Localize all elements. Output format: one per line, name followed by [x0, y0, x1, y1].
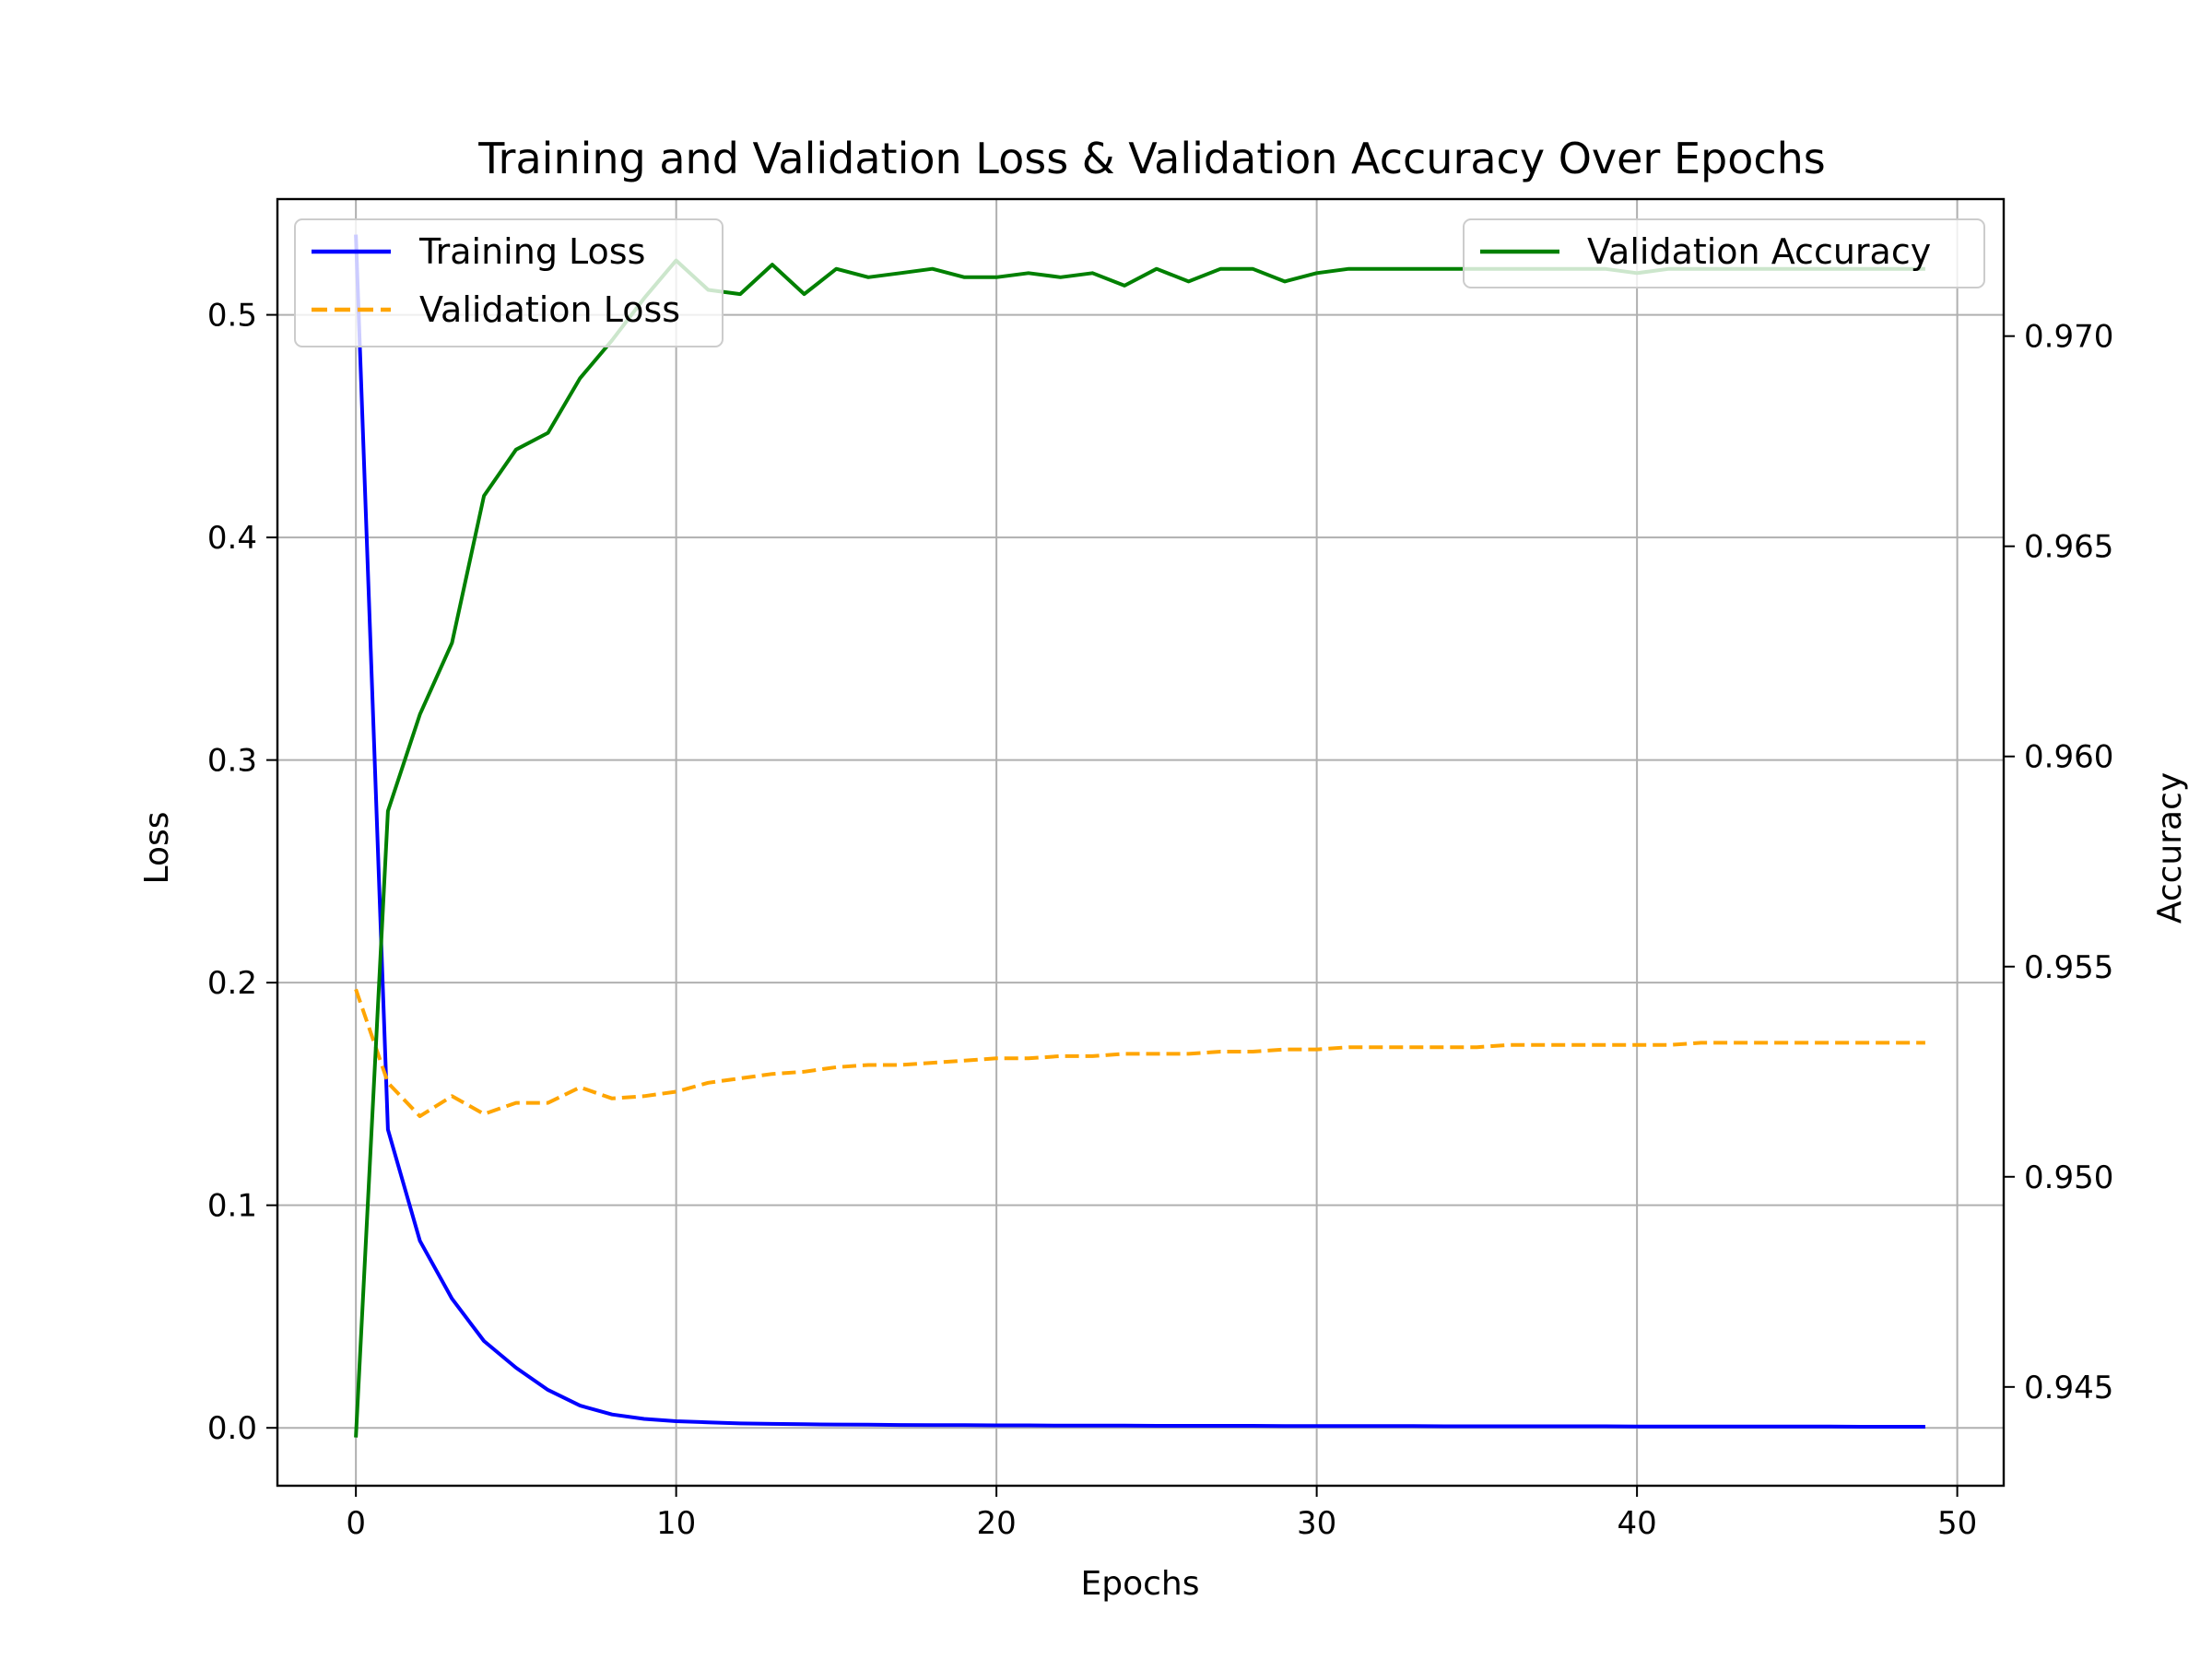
grid: [277, 199, 2004, 1486]
legend-training-loss-label: Training Loss: [418, 231, 645, 272]
legend-accuracy: Validation Accuracy: [1463, 218, 1985, 288]
y2-tick-label: 0.970: [2024, 319, 2113, 356]
x-tick-label: 0: [346, 1505, 366, 1542]
chart-title: Training and Validation Loss & Validatio…: [477, 134, 1826, 183]
legend-validation-accuracy-label: Validation Accuracy: [1587, 231, 1931, 272]
x-tick-label: 50: [1937, 1505, 1977, 1542]
x-axis-ticks: 0 10 20 30 40 50: [346, 1486, 1977, 1542]
y-tick-label: 0.5: [207, 298, 257, 335]
y2-tick-label: 0.960: [2024, 739, 2113, 776]
legend-accuracy-box: [1463, 218, 1985, 288]
y2-tick-label: 0.945: [2024, 1370, 2113, 1406]
y-tick-label: 0.0: [207, 1410, 257, 1447]
training-loss-line: [354, 234, 1925, 1429]
x-tick-label: 20: [976, 1505, 1016, 1542]
x-axis-label: Epochs: [1081, 1565, 1200, 1603]
legend-loss-box: [294, 218, 724, 347]
legend-validation-loss-label: Validation Loss: [419, 289, 680, 330]
y-tick-label: 0.2: [207, 965, 257, 1002]
x-tick-label: 10: [656, 1505, 696, 1542]
plot-frame: [276, 197, 2006, 1488]
y2-tick-label: 0.965: [2024, 529, 2113, 566]
x-tick-label: 40: [1617, 1505, 1656, 1542]
y-tick-label: 0.4: [207, 520, 257, 557]
y-axis-label: Loss: [138, 812, 176, 885]
y2-tick-label: 0.955: [2024, 949, 2113, 986]
y-tick-label: 0.3: [207, 743, 257, 780]
y2-axis-ticks: 0.945 0.950 0.955 0.960 0.965 0.970: [2004, 319, 2113, 1406]
y-axis-ticks: 0.0 0.1 0.2 0.3 0.4 0.5: [207, 298, 277, 1447]
y2-tick-label: 0.950: [2024, 1159, 2113, 1196]
x-tick-label: 30: [1297, 1505, 1336, 1542]
y-tick-label: 0.1: [207, 1188, 257, 1225]
legend-loss: Training Loss Validation Loss: [294, 218, 724, 347]
y2-axis-label: Accuracy: [2151, 772, 2189, 924]
validation-loss-line: [354, 988, 1925, 1119]
